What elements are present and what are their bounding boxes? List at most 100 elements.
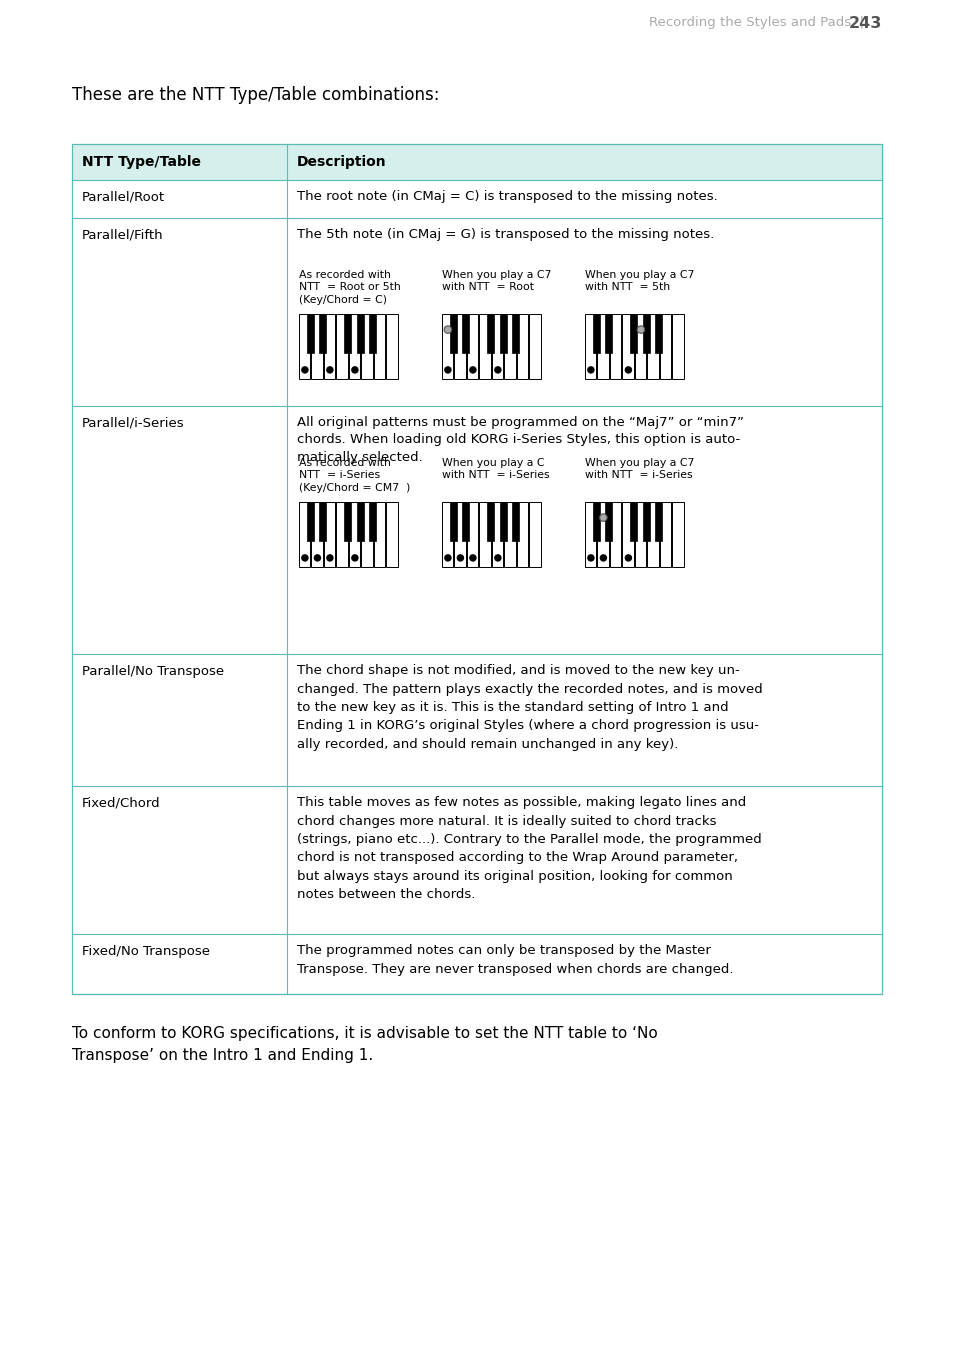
Text: As recorded with
NTT  = i-Series
(Key/Chord = CM7  ): As recorded with NTT = i-Series (Key/Cho… xyxy=(298,458,410,493)
Bar xyxy=(344,314,351,353)
Text: 243: 243 xyxy=(848,16,882,31)
Text: As recorded with
NTT  = Root or 5th
(Key/Chord = C): As recorded with NTT = Root or 5th (Key/… xyxy=(298,269,400,305)
Circle shape xyxy=(494,366,501,374)
Bar xyxy=(298,314,310,379)
Bar xyxy=(646,314,659,379)
Bar xyxy=(630,502,637,542)
Text: All original patterns must be programmed on the “Maj7” or “min7”
chords. When lo: All original patterns must be programmed… xyxy=(296,416,743,464)
Bar xyxy=(71,144,882,994)
Bar xyxy=(466,502,477,567)
Bar xyxy=(634,502,646,567)
Text: The programmed notes can only be transposed by the Master
Transpose. They are ne: The programmed notes can only be transpo… xyxy=(296,944,733,975)
Bar xyxy=(517,314,528,379)
Bar xyxy=(655,502,661,542)
Circle shape xyxy=(351,554,358,562)
Bar xyxy=(374,502,385,567)
Bar xyxy=(71,934,882,994)
Circle shape xyxy=(494,554,501,562)
Circle shape xyxy=(469,554,476,562)
Bar xyxy=(512,314,518,353)
Circle shape xyxy=(444,366,451,374)
Bar xyxy=(307,314,314,353)
Bar xyxy=(466,314,477,379)
Bar xyxy=(499,314,506,353)
Bar xyxy=(348,502,360,567)
Bar xyxy=(605,502,612,542)
Text: Recording the Styles and Pads  |: Recording the Styles and Pads | xyxy=(648,16,863,28)
Circle shape xyxy=(456,554,464,562)
Bar xyxy=(71,787,882,934)
Bar xyxy=(478,502,491,567)
Bar xyxy=(454,502,465,567)
Circle shape xyxy=(586,366,594,374)
Circle shape xyxy=(301,554,309,562)
Text: When you play a C
with NTT  = i-Series: When you play a C with NTT = i-Series xyxy=(441,458,549,481)
Bar xyxy=(335,314,348,379)
Bar xyxy=(462,502,469,542)
Circle shape xyxy=(444,326,451,333)
Text: This table moves as few notes as possible, making legato lines and
chord changes: This table moves as few notes as possibl… xyxy=(296,796,760,902)
Bar xyxy=(503,502,516,567)
Bar xyxy=(487,314,494,353)
Bar xyxy=(369,502,376,542)
Bar xyxy=(344,502,351,542)
Bar xyxy=(386,314,397,379)
Bar xyxy=(298,502,310,567)
Circle shape xyxy=(301,366,309,374)
Bar xyxy=(512,502,518,542)
Circle shape xyxy=(314,554,321,562)
Text: Fixed/Chord: Fixed/Chord xyxy=(82,798,160,810)
Circle shape xyxy=(599,515,606,521)
Bar xyxy=(478,314,491,379)
Bar xyxy=(356,314,363,353)
Bar xyxy=(655,314,661,353)
Circle shape xyxy=(444,554,451,562)
Bar xyxy=(642,502,649,542)
Bar xyxy=(374,314,385,379)
Bar xyxy=(621,502,633,567)
Text: Parallel/i-Series: Parallel/i-Series xyxy=(82,417,185,431)
Bar xyxy=(597,314,608,379)
Text: When you play a C7
with NTT  = 5th: When you play a C7 with NTT = 5th xyxy=(584,269,693,292)
Bar xyxy=(71,180,882,218)
Bar xyxy=(605,314,612,353)
Circle shape xyxy=(624,554,632,562)
Bar xyxy=(529,314,540,379)
Bar xyxy=(386,502,397,567)
Bar xyxy=(609,502,620,567)
Bar xyxy=(361,502,373,567)
Bar xyxy=(71,406,882,654)
Text: To conform to KORG specifications, it is advisable to set the NTT table to ‘No
T: To conform to KORG specifications, it is… xyxy=(71,1026,657,1063)
Bar xyxy=(323,502,335,567)
Text: Parallel/Fifth: Parallel/Fifth xyxy=(82,229,164,242)
Bar xyxy=(499,502,506,542)
Bar xyxy=(356,502,363,542)
Bar xyxy=(517,502,528,567)
Text: NTT Type/Table: NTT Type/Table xyxy=(82,154,201,169)
Text: The 5th note (in CMaj = G) is transposed to the missing notes.: The 5th note (in CMaj = G) is transposed… xyxy=(296,227,713,241)
Bar xyxy=(454,314,465,379)
Bar xyxy=(503,314,516,379)
Bar xyxy=(646,502,659,567)
Bar xyxy=(592,502,599,542)
Bar xyxy=(307,502,314,542)
Bar xyxy=(672,502,683,567)
Bar xyxy=(487,502,494,542)
Bar xyxy=(348,314,360,379)
Text: These are the NTT Type/Table combinations:: These are the NTT Type/Table combination… xyxy=(71,87,439,104)
Bar xyxy=(634,314,646,379)
Bar xyxy=(462,314,469,353)
Circle shape xyxy=(637,326,644,333)
Bar xyxy=(335,502,348,567)
Bar xyxy=(319,502,326,542)
Text: When you play a C7
with NTT  = i-Series: When you play a C7 with NTT = i-Series xyxy=(584,458,693,481)
Bar xyxy=(369,314,376,353)
Text: The root note (in CMaj = C) is transposed to the missing notes.: The root note (in CMaj = C) is transpose… xyxy=(296,190,717,203)
Bar xyxy=(630,314,637,353)
Bar xyxy=(584,502,596,567)
Bar xyxy=(491,502,503,567)
Text: Parallel/Root: Parallel/Root xyxy=(82,191,165,204)
Bar xyxy=(450,314,456,353)
Text: The chord shape is not modified, and is moved to the new key un-
changed. The pa: The chord shape is not modified, and is … xyxy=(296,663,761,751)
Circle shape xyxy=(624,366,632,374)
